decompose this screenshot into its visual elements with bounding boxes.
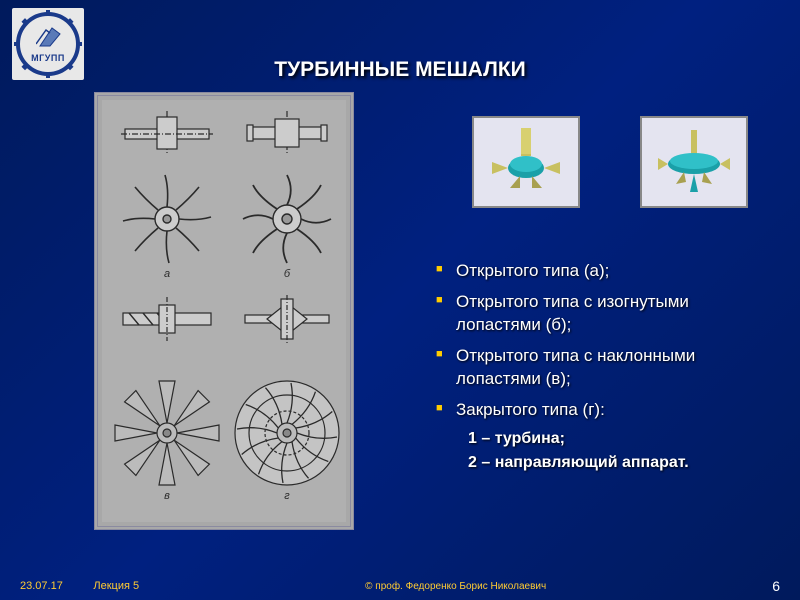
slide-footer: 23.07.17 Лекция 5 © проф. Федоренко Бори…	[20, 578, 780, 594]
diagram-cell: в	[112, 356, 222, 506]
bullet-text: Открытого типа с наклонными лопастями (в…	[456, 346, 695, 388]
slide-number: 6	[772, 578, 780, 594]
list-item: Открытого типа (а);	[432, 260, 772, 283]
impeller-3d-icon	[654, 126, 734, 198]
bullet-list: Открытого типа (а); Открытого типа с изо…	[432, 260, 772, 478]
impeller-3d-icon	[486, 126, 566, 198]
sub-item: 2 – направляющий аппарат.	[468, 454, 772, 472]
diagram-cell	[232, 292, 342, 346]
footer-date: 23.07.17	[20, 580, 63, 592]
diagram-cell: г	[232, 356, 342, 506]
list-item: Открытого типа с наклонными лопастями (в…	[432, 345, 772, 391]
diagram-cell: а	[112, 164, 222, 274]
diagram-cell	[112, 292, 222, 346]
sub-item-list: 1 – турбина; 2 – направляющий аппарат.	[432, 430, 772, 472]
impeller-render-1	[472, 116, 580, 208]
diagram-label-g: г	[284, 490, 290, 502]
bullet-text: Открытого типа с изогнутыми лопастями (б…	[456, 292, 689, 334]
bullet-text: Закрытого типа (г):	[456, 400, 605, 419]
logo-building-icon	[36, 26, 64, 48]
list-item: Закрытого типа (г):	[432, 399, 772, 422]
sub-item: 1 – турбина;	[468, 430, 772, 448]
footer-lecture: Лекция 5	[93, 580, 139, 592]
diagram-cell	[112, 108, 222, 158]
bullet-text: Открытого типа (а);	[456, 261, 609, 280]
impeller-render-2	[640, 116, 748, 208]
list-item: Открытого типа с изогнутыми лопастями (б…	[432, 291, 772, 337]
diagram-cell	[232, 108, 342, 158]
slide-title: ТУРБИННЫЕ МЕШАЛКИ	[0, 58, 800, 82]
diagram-label-b: б	[284, 268, 291, 280]
footer-left: 23.07.17 Лекция 5	[20, 580, 139, 592]
diagram-label-v: в	[164, 490, 170, 502]
technical-diagram: а	[102, 100, 346, 522]
technical-diagram-frame: а	[94, 92, 354, 530]
diagram-label-a: а	[164, 268, 170, 280]
footer-credit: © проф. Федоренко Борис Николаевич	[365, 581, 546, 592]
diagram-cell: б	[232, 164, 342, 274]
